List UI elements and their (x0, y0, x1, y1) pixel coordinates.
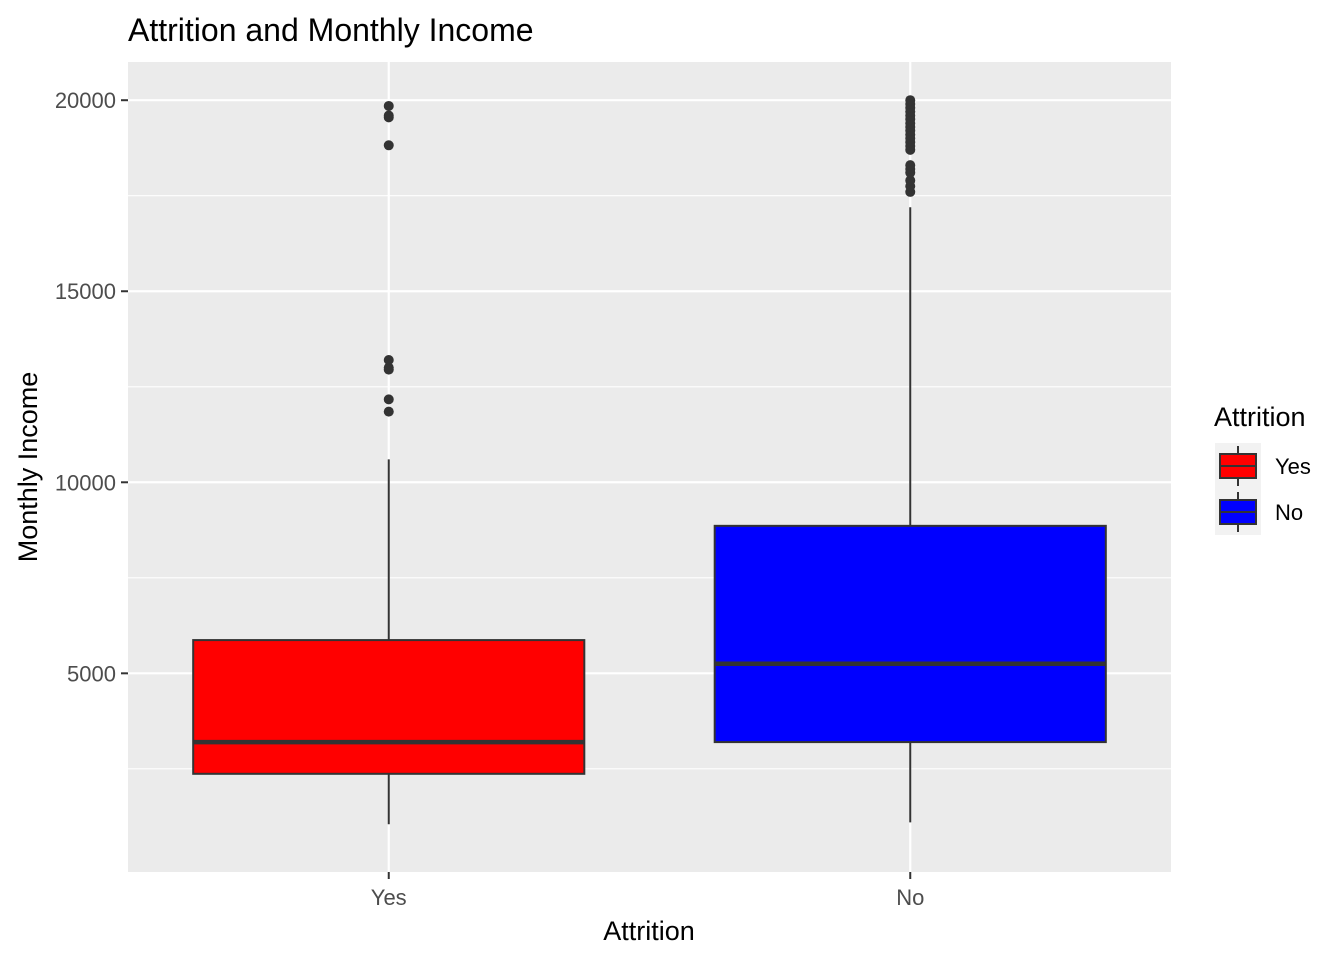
legend-item-no: No (1215, 489, 1303, 535)
chart-title: Attrition and Monthly Income (128, 12, 534, 48)
x-axis-title: Attrition (603, 916, 695, 946)
iqr-box (713, 524, 1107, 744)
legend-label: Yes (1275, 454, 1311, 479)
y-tick-label: 20000 (55, 88, 116, 113)
outlier-point (383, 394, 394, 405)
y-tick-label: 15000 (55, 279, 116, 304)
axes-layer: 5000 10000 15000 20000 Yes No (55, 88, 925, 910)
outlier-point (905, 160, 916, 171)
legend-title: Attrition (1214, 402, 1306, 432)
outlier-point (383, 355, 394, 366)
outlier-point (383, 362, 394, 373)
outlier-point (383, 140, 394, 151)
y-axis-title: Monthly Income (13, 372, 43, 563)
outlier-point (383, 406, 394, 417)
legend-label: No (1275, 500, 1303, 525)
box-yes (192, 100, 586, 825)
legend: Attrition Yes No (1214, 402, 1311, 535)
outlier-point (383, 110, 394, 121)
box-no (713, 95, 1107, 823)
x-tick-label: Yes (371, 885, 407, 910)
outlier-point (383, 100, 394, 111)
boxes-layer (192, 95, 1107, 825)
x-tick-label: No (896, 885, 924, 910)
outlier-point (905, 175, 916, 186)
y-tick-label: 10000 (55, 470, 116, 495)
iqr-box (192, 639, 586, 775)
legend-item-yes: Yes (1215, 443, 1311, 489)
y-tick-label: 5000 (67, 661, 116, 686)
outlier-point (905, 95, 916, 106)
